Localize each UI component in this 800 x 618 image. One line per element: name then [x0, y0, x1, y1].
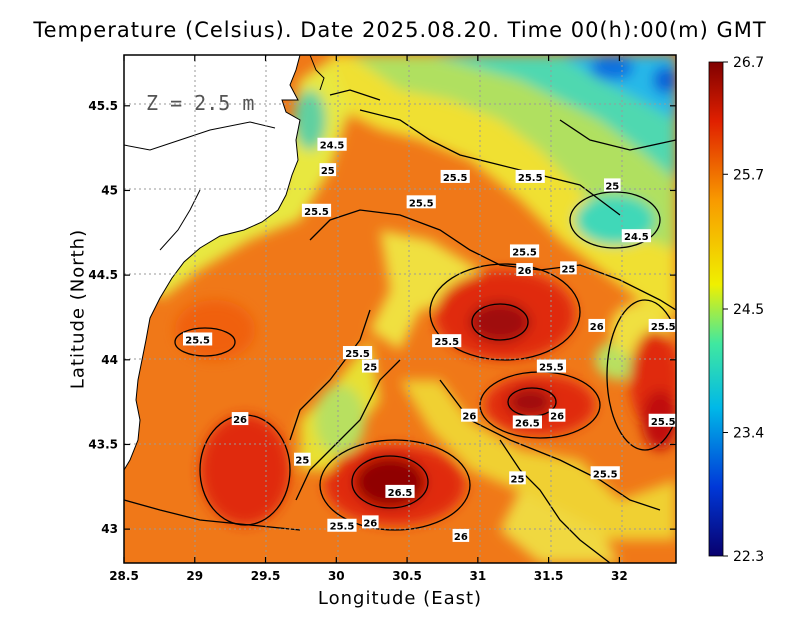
contour-label: 26 [233, 415, 247, 426]
colorbar-tick-label: 25.7 [733, 167, 764, 183]
temperature-field: Z = 2.5 m 24.5 25 25.5 25.5 25.5 25.5 25 24.5 25… [124, 55, 676, 563]
contour-label-bg [301, 203, 332, 217]
x-tick-label: 31.5 [534, 569, 564, 583]
colorbar-ticks: 26.7 25.7 24.5 23.4 22.3 [723, 55, 764, 565]
plot-frame [123, 54, 677, 564]
colorbar-tick-label: 22.3 [733, 549, 764, 565]
contour-label-bg [588, 318, 606, 332]
contour-label-bg [231, 412, 249, 426]
contour-label: 25 [511, 474, 525, 485]
contour-label-bg [432, 334, 462, 348]
contour-label: 26 [454, 532, 468, 543]
contour-label: 26.5 [515, 418, 540, 429]
contour-label: 25.5 [434, 337, 459, 348]
y-tick-label: 45 [101, 183, 118, 197]
contour-label-bg [361, 359, 379, 373]
y-tick-label: 45.5 [88, 99, 118, 113]
contour-label-bg [440, 169, 470, 183]
contour-label-bg [361, 515, 379, 529]
colorbar-tick-label: 26.7 [733, 55, 764, 71]
contour-label-bg [319, 163, 337, 177]
contour-label: 25.5 [409, 198, 434, 209]
contour-label-bg [512, 415, 542, 429]
contour-label-bg [621, 229, 651, 243]
x-tick-label: 29.5 [251, 569, 281, 583]
y-tick-label: 44.5 [88, 268, 118, 282]
contour-label: 26 [518, 266, 532, 277]
contour-label-bg [536, 359, 567, 373]
y-axis: 43 43.5 44 44.5 45 45.5 [88, 99, 676, 536]
contour-label-bg [604, 178, 621, 192]
contour-label: 26 [462, 412, 476, 423]
y-tick-label: 44 [101, 353, 118, 367]
x-tick-label: 32 [611, 569, 628, 583]
colorbar [708, 61, 724, 557]
contour-label-bg [385, 484, 415, 498]
colorbar-tick-label: 23.4 [733, 426, 764, 442]
contour-label-bg [548, 408, 566, 422]
contour-label: 26 [590, 322, 604, 333]
contour-label: 26.5 [388, 488, 413, 499]
contour-label-bg [560, 261, 577, 275]
contour-label-bg [406, 195, 436, 209]
contour-label-bg [342, 346, 373, 360]
contour-label-bg [183, 332, 213, 346]
contour-label: 25.5 [651, 322, 676, 333]
x-tick-label: 29 [186, 569, 203, 583]
contour-label-bg [648, 318, 676, 332]
y-tick-label: 43 [101, 522, 118, 536]
contour-label-bg [509, 471, 526, 485]
x-axis: 28.5 29 29.5 30 30.5 31 31.5 32 [109, 55, 628, 583]
contour-label: 25.5 [330, 522, 355, 533]
contour-label: 25.5 [539, 363, 564, 374]
grid-lines [124, 55, 676, 563]
depth-label: Z = 2.5 m [146, 91, 254, 115]
contour-label: 25 [321, 166, 335, 177]
x-tick-label: 30 [328, 569, 345, 583]
x-tick-label: 30.5 [392, 569, 422, 583]
colorbar-tick-label: 24.5 [733, 302, 764, 318]
contour-label-bg [509, 244, 540, 258]
contour-labels: 24.5 25 25.5 25.5 25.5 25.5 25 24.5 25.5 25 26 26 25… [183, 137, 676, 543]
contour-label: 26 [363, 518, 377, 529]
x-tick-label: 31 [469, 569, 486, 583]
contour-label: 25 [363, 363, 377, 374]
contour-label: 25.5 [593, 469, 618, 480]
contour-label-bg [648, 413, 676, 427]
contour-label-bg [461, 408, 478, 422]
x-axis-label: Longitude (East) [317, 588, 483, 609]
contour-label: 25.5 [651, 417, 676, 428]
contour-label: 25 [605, 181, 619, 192]
contour-label-bg [590, 466, 620, 480]
contour-label: 24.5 [624, 232, 649, 243]
y-tick-label: 43.5 [88, 437, 118, 451]
contour-label: 25.5 [443, 173, 468, 184]
contour-label: 25.5 [345, 349, 370, 360]
y-axis-label: Latitude (North) [67, 228, 89, 390]
contour-label: 24.5 [320, 141, 345, 152]
contour-label: 25.5 [518, 173, 543, 184]
contour-label: 26 [550, 412, 564, 423]
contour-label-bg [317, 137, 347, 151]
contour-label-bg [294, 452, 311, 466]
contour-label-bg [327, 518, 357, 532]
contour-label-bg [516, 263, 533, 277]
contour-label: 25.5 [185, 335, 210, 346]
contour-label: 25 [295, 456, 309, 467]
contour-label: 25 [561, 264, 575, 275]
contour-label: 25.5 [304, 207, 329, 218]
chart-title: Temperature (Celsius). Date 2025.08.20. … [33, 18, 767, 42]
contour-label-bg [515, 169, 545, 183]
x-tick-label: 28.5 [109, 569, 139, 583]
contour-label-bg [452, 528, 470, 542]
contour-label: 25.5 [512, 247, 537, 258]
